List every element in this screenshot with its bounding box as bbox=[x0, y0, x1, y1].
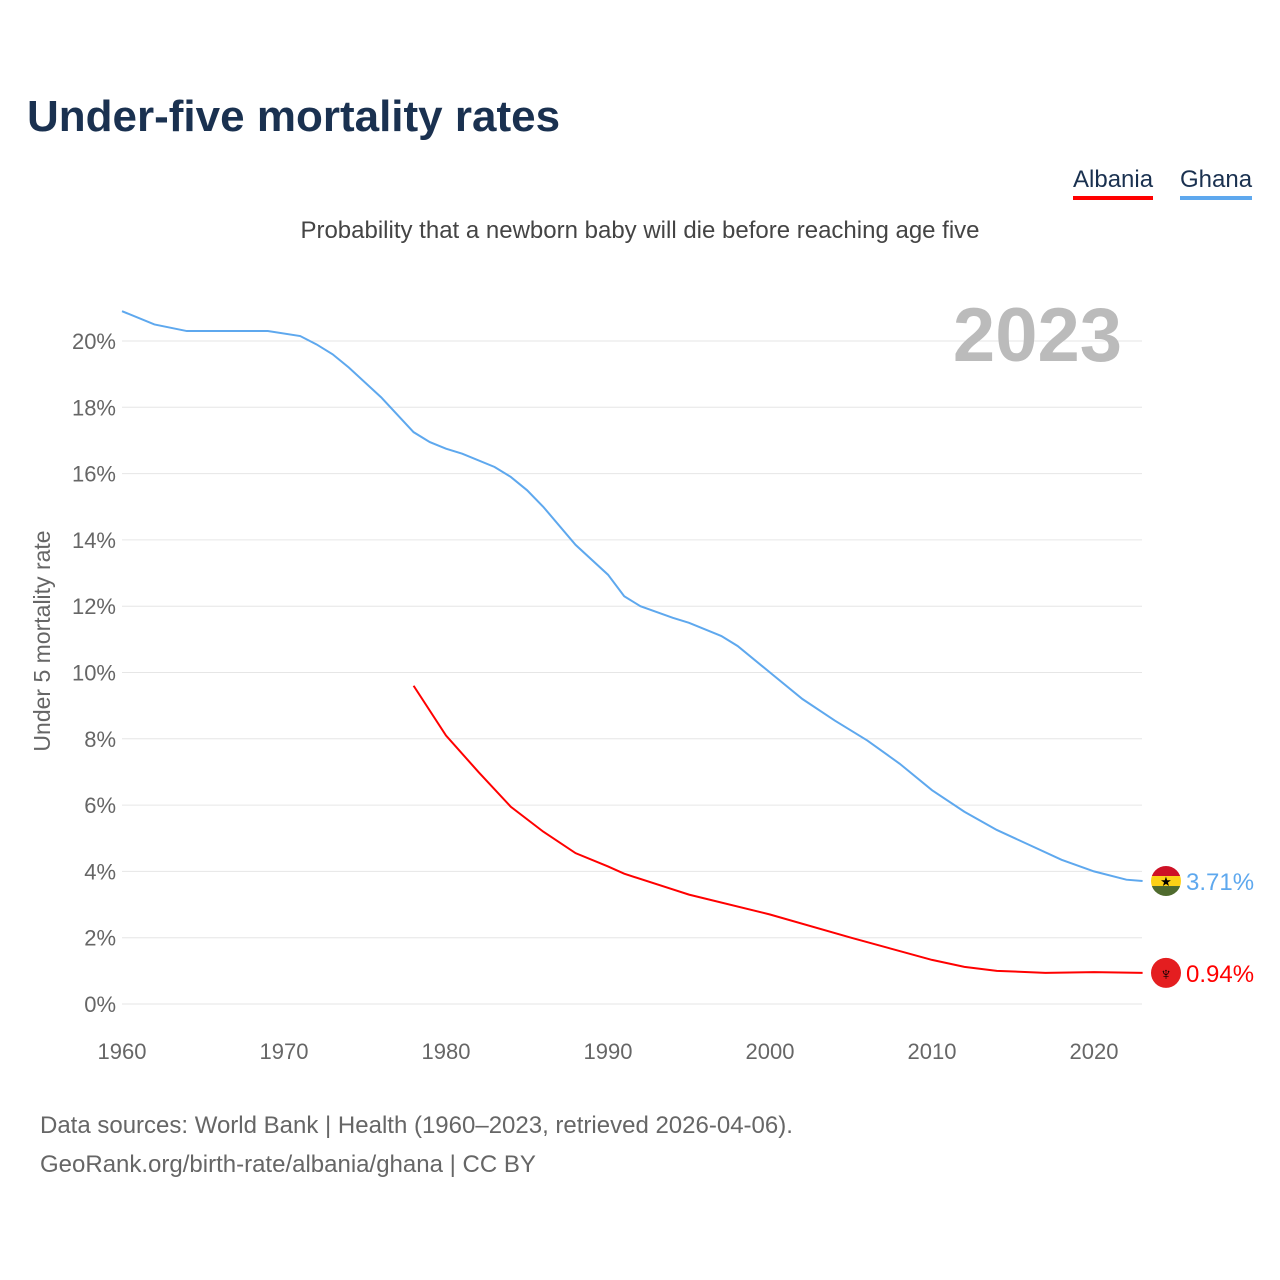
x-tick-label: 1990 bbox=[584, 1039, 633, 1064]
svg-text:★: ★ bbox=[1160, 874, 1172, 889]
y-tick-label: 4% bbox=[84, 859, 116, 884]
footer: Data sources: World Bank | Health (1960–… bbox=[40, 1106, 793, 1184]
x-tick-label: 1960 bbox=[98, 1039, 147, 1064]
legend-ghana[interactable]: Ghana bbox=[1180, 166, 1253, 200]
chart-title: Under-five mortality rates bbox=[27, 92, 561, 141]
x-tick-label: 1980 bbox=[422, 1039, 471, 1064]
footer-sources: Data sources: World Bank | Health (1960–… bbox=[40, 1112, 793, 1139]
y-tick-label: 10% bbox=[72, 661, 116, 686]
year-label: 2023 bbox=[953, 293, 1122, 378]
x-tick-label: 2010 bbox=[908, 1039, 957, 1064]
y-tick-label: 14% bbox=[72, 528, 116, 553]
footer-link[interactable]: GeoRank.org/birth-rate/albania/ghana | C… bbox=[40, 1151, 536, 1178]
y-tick-label: 18% bbox=[72, 395, 116, 420]
svg-text:♆: ♆ bbox=[1159, 964, 1173, 984]
x-tick-label: 2020 bbox=[1070, 1039, 1119, 1064]
series-line-ghana bbox=[121, 310, 1143, 883]
y-tick-label: 20% bbox=[72, 329, 116, 354]
y-tick-label: 12% bbox=[72, 594, 116, 619]
albania-flag-icon: ♆ bbox=[1151, 957, 1181, 988]
y-tick-label: 2% bbox=[84, 926, 116, 951]
chart-subtitle: Probability that a newborn baby will die… bbox=[300, 217, 980, 244]
y-tick-label: 6% bbox=[84, 793, 116, 818]
legend-albania[interactable]: Albania bbox=[1073, 166, 1154, 200]
x-tick-label: 1970 bbox=[260, 1039, 309, 1064]
y-tick-label: 0% bbox=[84, 992, 116, 1017]
y-tick-label: 16% bbox=[72, 462, 116, 487]
series-line-albania bbox=[412, 685, 1143, 974]
ghana-flag-icon: ★ bbox=[1151, 866, 1181, 897]
end-label-albania: 0.94% bbox=[1186, 961, 1254, 988]
y-tick-label: 8% bbox=[84, 727, 116, 752]
end-label-ghana: 3.71% bbox=[1186, 869, 1254, 896]
x-tick-label: 2000 bbox=[746, 1039, 795, 1064]
y-axis-label: Under 5 mortality rate bbox=[29, 530, 55, 751]
